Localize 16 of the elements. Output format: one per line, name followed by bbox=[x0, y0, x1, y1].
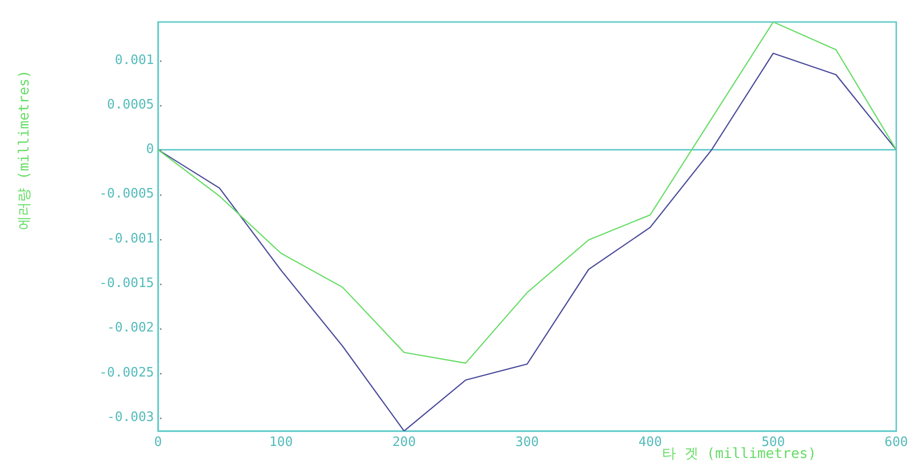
y-tick-label: 0.0005 bbox=[107, 97, 154, 112]
y-tick-label: -0.0015 bbox=[99, 276, 154, 292]
y-tick-label: -0.001 bbox=[107, 231, 154, 246]
x-tick-label: 300 bbox=[515, 435, 539, 450]
y-tick-label: -0.0025 bbox=[99, 365, 154, 380]
x-tick-label: 600 bbox=[884, 435, 908, 450]
x-axis-title: 타 겟 (millimetres) bbox=[662, 446, 816, 462]
y-tick-label: -0.002 bbox=[107, 320, 154, 336]
y-tick-label: -0.0005 bbox=[99, 186, 154, 202]
y-tick-label: 0.001 bbox=[114, 52, 154, 68]
y-tick-label: 0 bbox=[146, 142, 154, 158]
x-tick-label: 200 bbox=[392, 435, 416, 450]
y-tick-label: -0.003 bbox=[107, 410, 154, 425]
y-axis-title: 에러량 (millimetres) bbox=[16, 70, 33, 230]
x-tick-label: 400 bbox=[638, 435, 662, 450]
x-tick-label: 100 bbox=[269, 435, 293, 450]
